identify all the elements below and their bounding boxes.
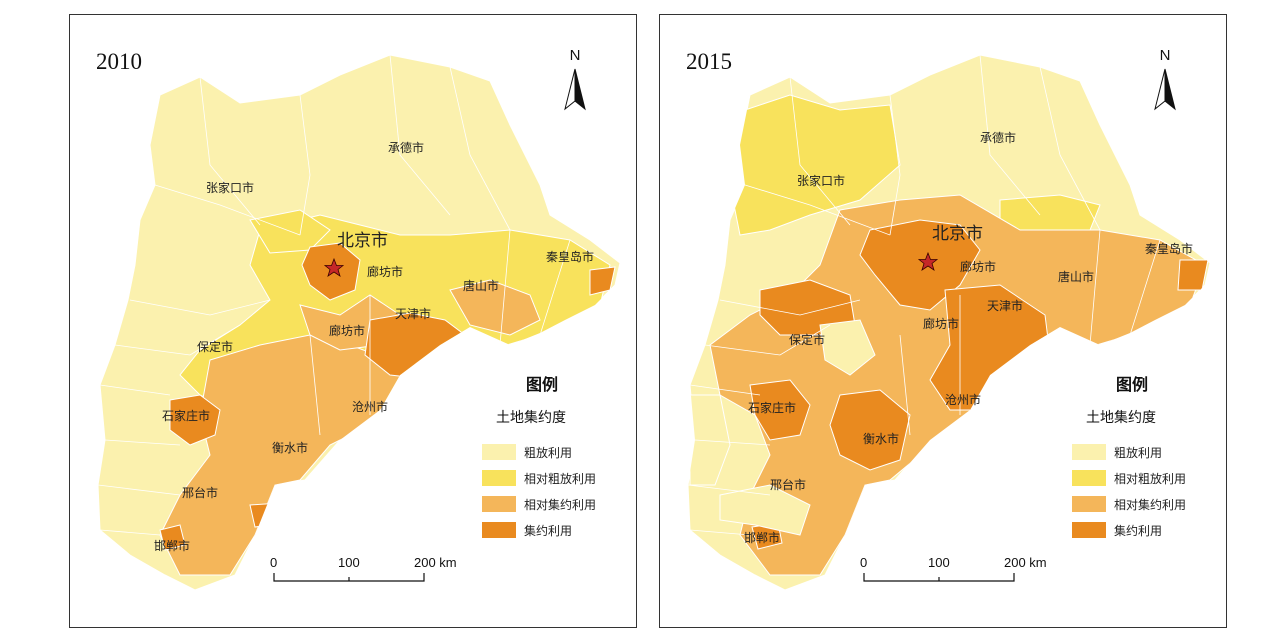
capital-star-icon — [917, 251, 939, 271]
boundary-lines — [688, 55, 1161, 536]
zone-intensive-qhd — [589, 266, 616, 296]
city-label-tianjin: 天津市 — [987, 298, 1023, 313]
north-arrow: N — [560, 47, 590, 117]
city-label-langfang-south: 廊坊市 — [329, 323, 365, 338]
zone-rel-extensive-nw — [729, 94, 901, 236]
year-label: 2010 — [96, 49, 142, 74]
city-label-langfang-south: 廊坊市 — [923, 316, 959, 331]
legend-swatch — [482, 470, 516, 486]
zone-intensive-xingtai — [249, 502, 283, 528]
legend-label: 粗放利用 — [524, 445, 573, 460]
city-label-shijiazhuang: 石家庄市 — [748, 400, 796, 415]
city-label-chengde: 承德市 — [388, 140, 424, 155]
zone-extensive-baoding — [819, 319, 876, 376]
north-arrow: N — [1150, 47, 1180, 117]
scale-bar-line — [273, 573, 425, 582]
legend-swatch — [1072, 496, 1106, 512]
scale-tick-200: 200 km — [414, 555, 457, 570]
legend-swatch — [1072, 444, 1106, 460]
legend-swatch — [482, 496, 516, 512]
legend: 图例 土地集约度 粗放利用 相对粗放利用 相对集约利用 集约利用 — [482, 371, 632, 543]
scale-bar-line — [863, 573, 1015, 582]
year-label: 2015 — [686, 49, 732, 74]
zone-extensive-south — [719, 484, 811, 536]
city-label-baoding: 保定市 — [789, 332, 825, 347]
city-label-shijiazhuang: 石家庄市 — [162, 408, 210, 423]
legend-label: 相对集约利用 — [524, 497, 597, 512]
legend-item: 粗放利用 — [482, 439, 632, 465]
zone-intensive-shijiazhuang — [749, 379, 811, 441]
scale-tick-200: 200 km — [1004, 555, 1047, 570]
city-label-langfang-north: 廊坊市 — [960, 259, 996, 274]
city-label-beijing: 北京市 — [337, 231, 388, 251]
scale-tick-100: 100 — [928, 555, 950, 570]
legend-item: 相对集约利用 — [1072, 491, 1222, 517]
legend-title: 图例 — [526, 375, 559, 394]
legend-swatch — [1072, 522, 1106, 538]
legend-swatch — [1072, 470, 1106, 486]
legend: 图例 土地集约度 粗放利用 相对粗放利用 相对集约利用 集约利用 — [1072, 371, 1222, 543]
zone-intensive-hengshui — [829, 389, 911, 471]
city-label-baoding: 保定市 — [197, 339, 233, 354]
scale-tick-100: 100 — [338, 555, 360, 570]
map-panel-2010: 承德市 张家口市 北京市 廊坊市 秦皇岛市 唐山市 天津市 廊坊市 保定市 石家… — [69, 14, 637, 628]
legend-subtitle: 土地集约度 — [1086, 410, 1156, 426]
zone-intensive-handan — [159, 524, 186, 551]
boundary-lines — [98, 55, 571, 536]
capital-star-icon — [323, 257, 345, 277]
region-map: 承德市 张家口市 北京市 廊坊市 秦皇岛市 唐山市 天津市 廊坊市 保定市 石家… — [97, 54, 621, 591]
city-label-zhangjiakou: 张家口市 — [797, 173, 845, 188]
city-label-xingtai: 邢台市 — [182, 485, 218, 500]
city-label-langfang-north: 廊坊市 — [367, 264, 403, 279]
city-label-qinhuangdao: 秦皇岛市 — [1145, 241, 1193, 256]
city-label-tianjin: 天津市 — [395, 306, 431, 321]
city-label-cangzhou: 沧州市 — [352, 399, 388, 414]
legend-label: 相对集约利用 — [1114, 497, 1187, 512]
legend-label: 相对粗放利用 — [524, 471, 597, 486]
zone-intensive-shijiazhuang — [169, 394, 221, 446]
legend-swatch — [482, 444, 516, 460]
legend-label: 集约利用 — [1114, 523, 1163, 538]
city-label-qinhuangdao: 秦皇岛市 — [546, 249, 594, 264]
scale-tick-0: 0 — [860, 555, 868, 570]
scale-tick-0: 0 — [270, 555, 278, 570]
legend-subtitle: 土地集约度 — [496, 410, 566, 426]
scale-bar: 0 100 200 km — [858, 555, 1058, 595]
zone-rel-intensive-tangshan — [449, 279, 541, 336]
city-label-beijing: 北京市 — [932, 224, 983, 244]
north-letter: N — [1159, 47, 1171, 64]
north-letter: N — [569, 47, 581, 64]
scale-bar: 0 100 200 km — [268, 555, 468, 595]
city-label-chengde: 承德市 — [980, 130, 1016, 145]
map-panel-2015: 承德市 张家口市 北京市 廊坊市 秦皇岛市 唐山市 天津市 廊坊市 保定市 石家… — [659, 14, 1227, 628]
city-label-cangzhou: 沧州市 — [945, 392, 981, 407]
city-label-hengshui: 衡水市 — [863, 431, 899, 446]
region-map: 承德市 张家口市 北京市 廊坊市 秦皇岛市 唐山市 天津市 廊坊市 保定市 石家… — [687, 54, 1211, 591]
city-label-handan: 邯郸市 — [744, 530, 780, 545]
legend-item: 粗放利用 — [1072, 439, 1222, 465]
legend-label: 粗放利用 — [1114, 445, 1163, 460]
city-label-tangshan: 唐山市 — [1058, 269, 1094, 284]
city-label-hengshui: 衡水市 — [272, 440, 308, 455]
north-arrow-icon — [564, 68, 586, 111]
legend-item: 相对粗放利用 — [482, 465, 632, 491]
legend-title: 图例 — [1116, 375, 1149, 394]
legend-swatch — [482, 522, 516, 538]
city-label-zhangjiakou: 张家口市 — [206, 180, 254, 195]
north-arrow-icon — [1154, 68, 1176, 111]
city-label-tangshan: 唐山市 — [463, 278, 499, 293]
city-label-xingtai: 邢台市 — [770, 477, 806, 492]
legend-label: 相对粗放利用 — [1114, 471, 1187, 486]
legend-item: 相对集约利用 — [482, 491, 632, 517]
zone-intensive-beijing — [859, 219, 981, 311]
legend-item: 集约利用 — [1072, 517, 1222, 543]
legend-item: 集约利用 — [482, 517, 632, 543]
city-label-handan: 邯郸市 — [154, 538, 190, 553]
legend-label: 集约利用 — [524, 523, 573, 538]
legend-item: 相对粗放利用 — [1072, 465, 1222, 491]
